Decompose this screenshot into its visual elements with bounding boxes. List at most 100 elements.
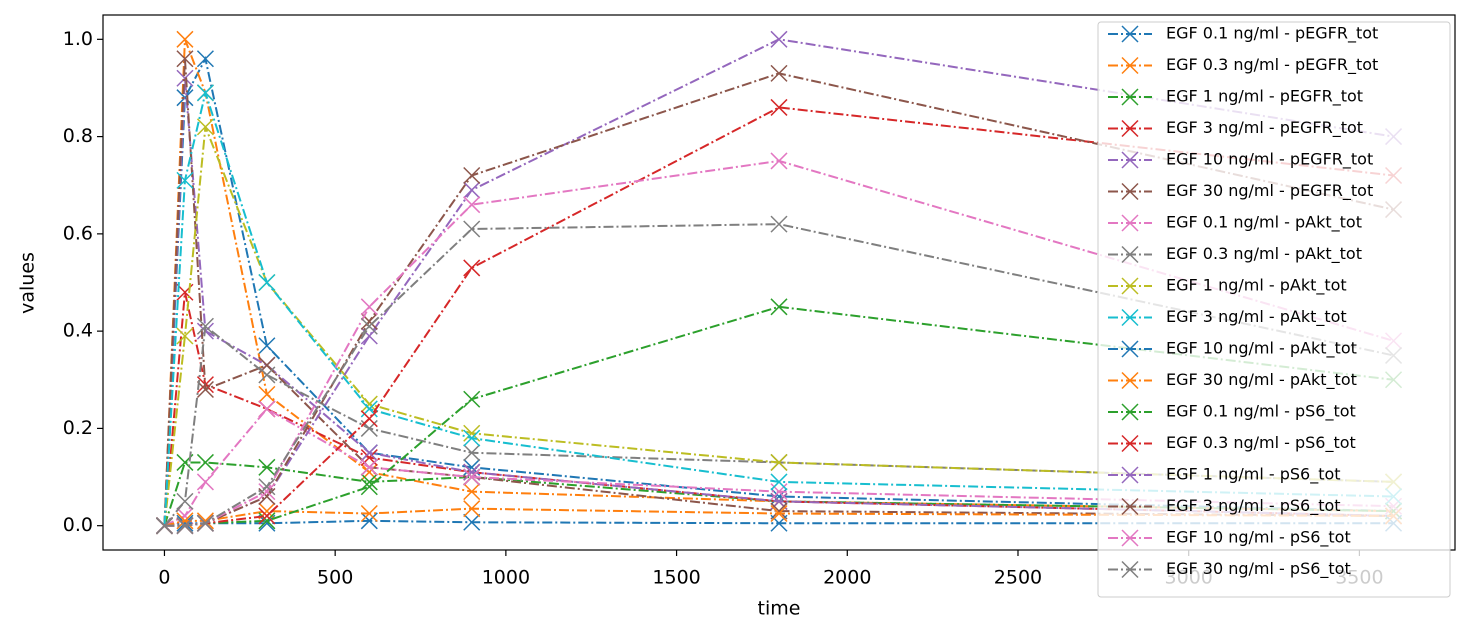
legend-label: EGF 0.3 ng/ml - pAkt_tot [1166,244,1362,264]
legend-marker [1121,529,1139,547]
point-marker [176,514,194,532]
point-marker [258,337,276,355]
series-line [163,324,1394,527]
point-marker [770,98,788,116]
legend-label: EGF 3 ng/ml - pAkt_tot [1166,307,1347,327]
point-marker [360,458,378,476]
point-marker [196,317,214,335]
point-marker [196,118,214,136]
point-marker [463,259,481,277]
legend-marker [1121,497,1139,516]
point-marker [463,444,481,462]
point-marker [770,215,788,233]
legend-label: EGF 30 ng/ml - pS6_tot [1166,559,1351,579]
legend-marker [1121,119,1139,138]
point-marker [360,473,378,491]
x-tick-label: 2500 [994,567,1042,589]
point-marker [258,478,276,496]
legend: EGF 0.1 ng/ml - pEGFR_tot EGF 0.3 ng/ml -… [1097,21,1451,598]
legend-marker [1121,466,1139,484]
x-tick-label: 500 [317,567,353,589]
legend-marker [1121,308,1139,327]
point-marker [770,64,788,82]
point-marker [258,458,276,476]
series-line [163,55,1394,526]
legend-label: EGF 1 ng/ml - pS6_tot [1166,465,1341,485]
y-tick-label: 1.0 [63,28,93,50]
legend-label: EGF 1 ng/ml - pAkt_tot [1166,276,1347,296]
legend-label: EGF 1 ng/ml - pEGFR_tot [1166,87,1363,107]
x-axis-label: time [758,598,801,620]
point-marker [176,492,194,510]
point-marker [258,273,276,292]
legend-marker [1121,88,1139,106]
legend-label: EGF 10 ng/ml - pEGFR_tot [1166,150,1373,170]
point-marker [176,327,194,345]
point-marker [258,483,276,501]
legend-label: EGF 0.1 ng/ml - pAkt_tot [1166,213,1362,233]
legend-marker [1121,25,1139,43]
point-marker [196,514,214,532]
legend-marker [1121,214,1139,232]
legend-label: EGF 0.1 ng/ml - pEGFR_tot [1166,24,1378,44]
point-marker [196,512,214,530]
legend-label: EGF 30 ng/ml - pEGFR_tot [1166,181,1373,201]
point-marker [463,483,481,501]
point-marker [196,473,214,491]
legend-marker [1121,560,1139,579]
legend-marker [1121,182,1139,201]
y-tick-label: 0.2 [63,417,93,439]
point-marker [360,317,378,335]
point-marker [463,390,481,408]
legend-label: EGF 30 ng/ml - pAkt_tot [1166,370,1357,390]
point-marker [463,196,481,214]
point-marker [463,166,481,185]
point-marker [463,429,481,447]
legend-marker [1121,151,1139,169]
legend-label: EGF 0.1 ng/ml - pS6_tot [1166,402,1356,422]
point-marker [176,517,194,535]
point-marker [463,220,481,238]
point-marker [176,171,194,189]
x-tick-label: 0 [158,567,170,589]
series-line [164,407,1394,527]
series-line [163,461,1394,526]
point-marker [360,504,378,523]
point-marker [258,400,276,418]
point-marker [360,444,378,462]
legend-marker [1121,277,1139,295]
legend-marker [1121,403,1139,421]
point-marker [196,50,214,68]
point-marker [463,500,481,518]
point-marker [360,298,378,316]
legend-label: EGF 3 ng/ml - pEGFR_tot [1166,118,1363,138]
point-marker [770,298,788,316]
point-marker [176,50,194,68]
point-marker [258,507,276,525]
x-tick-label: 2000 [823,567,871,589]
point-marker [360,410,378,428]
legend-box [1097,21,1451,598]
point-marker [155,517,173,535]
point-marker [770,30,788,48]
y-axis-label: values [17,252,39,314]
point-marker [258,366,276,384]
series-line [163,89,1394,526]
legend-label: EGF 0.3 ng/ml - pS6_tot [1166,433,1356,453]
legend-label: EGF 10 ng/ml - pS6_tot [1166,528,1351,548]
y-tick-label: 0.4 [63,320,93,342]
point-marker [770,504,788,523]
legend-label: EGF 3 ng/ml - pS6_tot [1166,496,1341,516]
point-marker [258,385,276,403]
series-line [164,507,1394,527]
point-marker [463,513,481,531]
point-marker [258,512,276,530]
point-marker [176,512,194,530]
point-marker [196,84,214,102]
point-marker [770,473,788,491]
y-tick-label: 0.0 [63,514,93,536]
y-tick-label: 0.6 [63,222,93,244]
point-marker [463,468,481,486]
legend-marker [1121,434,1139,453]
